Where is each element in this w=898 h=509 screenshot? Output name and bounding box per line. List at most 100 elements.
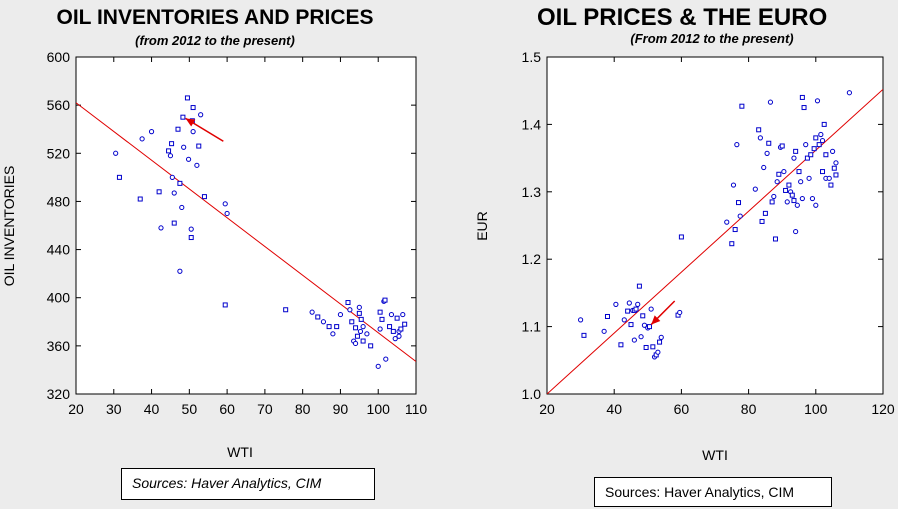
data-point xyxy=(626,300,632,306)
y-axis-label: OIL INVENTORIES xyxy=(1,166,17,287)
data-point xyxy=(396,333,402,339)
y-tick-label: 1.1 xyxy=(522,319,542,335)
data-point xyxy=(804,155,810,161)
data-point xyxy=(796,169,802,175)
data-point xyxy=(196,143,202,149)
x-axis-label: WTI xyxy=(227,444,253,460)
data-point xyxy=(334,324,340,330)
data-point xyxy=(169,141,175,147)
data-point xyxy=(816,142,822,148)
data-point xyxy=(222,201,228,207)
data-point xyxy=(767,99,774,105)
data-point xyxy=(730,182,737,188)
data-point xyxy=(618,342,624,348)
data-point xyxy=(762,210,768,216)
data-point xyxy=(736,200,742,206)
data-point xyxy=(390,328,396,334)
data-point xyxy=(357,328,364,335)
arrow-head xyxy=(185,118,196,127)
data-point xyxy=(224,210,230,217)
data-point xyxy=(604,313,610,319)
x-tick-label: 60 xyxy=(674,401,690,417)
data-point xyxy=(601,328,607,334)
x-tick-label: 120 xyxy=(871,401,895,417)
data-point xyxy=(177,268,183,274)
data-point xyxy=(356,310,362,316)
x-tick-label: 20 xyxy=(539,401,555,417)
data-point xyxy=(137,196,143,202)
data-point xyxy=(786,182,792,188)
data-point xyxy=(828,182,834,188)
data-point xyxy=(793,228,799,235)
data-point xyxy=(352,340,359,347)
data-point xyxy=(779,143,785,149)
data-point xyxy=(309,309,315,315)
data-point xyxy=(177,180,183,186)
data-point xyxy=(354,333,360,339)
data-point xyxy=(819,137,826,144)
data-point xyxy=(387,324,393,330)
data-point xyxy=(283,307,289,313)
data-point xyxy=(739,103,745,109)
data-point xyxy=(650,344,656,350)
data-point xyxy=(171,220,177,226)
data-point xyxy=(113,150,119,156)
y-tick-label: 1.4 xyxy=(522,116,542,132)
data-point xyxy=(791,198,797,204)
data-point xyxy=(222,302,228,308)
data-point xyxy=(784,199,790,205)
data-point xyxy=(820,169,826,175)
y-tick-label: 440 xyxy=(47,242,71,258)
data-point xyxy=(636,283,642,289)
y-tick-label: 520 xyxy=(47,145,71,161)
data-point xyxy=(345,300,351,306)
data-point xyxy=(326,324,332,330)
data-point xyxy=(377,326,383,332)
data-point xyxy=(724,219,730,225)
data-point xyxy=(638,334,644,340)
regression-line xyxy=(547,88,883,394)
data-point xyxy=(116,174,122,180)
data-point xyxy=(732,227,738,233)
scatter-chart-oil-inventories: OIL INVENTORIES WTI 20 30 40 50 60 70 80 90 100 1… xyxy=(1,49,427,460)
data-point xyxy=(799,94,805,100)
y-tick-label: 360 xyxy=(47,338,71,354)
data-point xyxy=(358,316,364,322)
data-point xyxy=(185,156,192,162)
data-point xyxy=(823,152,829,158)
data-point xyxy=(818,131,824,138)
data-point xyxy=(761,164,767,171)
data-point xyxy=(179,204,185,211)
data-point xyxy=(581,332,587,338)
data-point xyxy=(846,90,852,96)
data-point xyxy=(379,316,385,322)
x-axis-label: WTI xyxy=(702,447,728,463)
data-point xyxy=(167,153,174,159)
data-point xyxy=(166,148,172,154)
data-point xyxy=(776,171,782,177)
data-point xyxy=(648,306,654,312)
data-point xyxy=(377,309,383,315)
data-point xyxy=(752,186,758,192)
data-point xyxy=(188,226,194,232)
data-point xyxy=(388,311,395,318)
data-point xyxy=(621,317,627,323)
data-point xyxy=(734,142,740,148)
data-point xyxy=(633,306,639,312)
data-point xyxy=(190,105,196,111)
x-tick-label: 30 xyxy=(106,401,122,417)
data-point xyxy=(180,114,186,120)
data-point xyxy=(783,187,789,193)
y-tick-label: 560 xyxy=(47,97,71,113)
data-point xyxy=(830,148,836,154)
data-point xyxy=(158,225,164,231)
y-tick-label: 320 xyxy=(47,386,71,402)
data-point xyxy=(175,126,181,132)
data-point xyxy=(194,162,200,168)
right-chart-panel: OIL PRICES & THE EURO (From 2012 to the … xyxy=(449,0,898,509)
y-tick-label: 600 xyxy=(47,49,71,65)
data-point xyxy=(631,337,637,343)
data-point xyxy=(315,314,321,320)
data-point xyxy=(347,307,353,313)
data-point xyxy=(148,129,155,135)
